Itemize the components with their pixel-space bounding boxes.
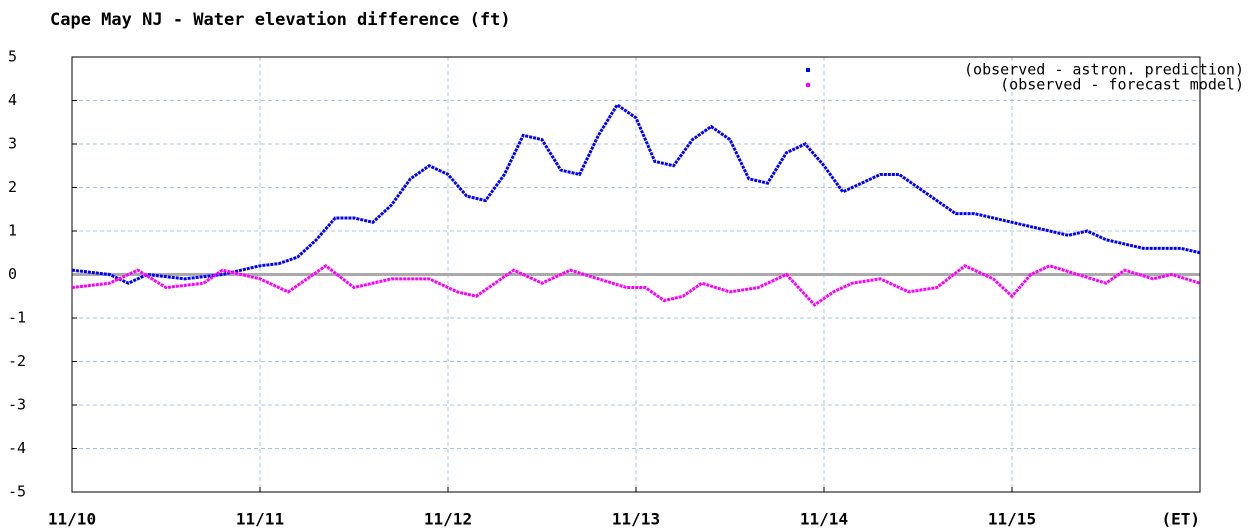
series-line — [71, 263, 1201, 307]
legend-swatch — [806, 68, 810, 72]
y-tick-label: -5 — [8, 483, 26, 501]
legend-label: (observed - astron. prediction) — [964, 61, 1244, 79]
y-tick-label: 1 — [8, 222, 17, 240]
y-tick-label: -4 — [8, 439, 26, 457]
y-tick-label: -1 — [8, 309, 26, 327]
plot-frame — [71, 56, 1201, 493]
chart-title: Cape May NJ - Water elevation difference… — [50, 10, 511, 30]
y-tick-label: -2 — [8, 352, 26, 370]
y-tick-label: 3 — [8, 135, 17, 153]
y-tick-label: 5 — [8, 48, 17, 66]
legend-label: (observed - forecast model) — [1000, 76, 1244, 94]
x-tick-label: 11/12 — [424, 510, 472, 529]
y-tick-label: 0 — [8, 265, 17, 283]
legend-swatch — [806, 83, 810, 87]
y-tick-label: 4 — [8, 91, 17, 109]
x-tick-label: 11/14 — [800, 510, 848, 529]
x-tick-label: 11/10 — [48, 510, 96, 529]
y-tick-label: 2 — [8, 178, 17, 196]
x-tick-label: 11/11 — [236, 510, 284, 529]
x-tick-label: 11/15 — [988, 510, 1036, 529]
x-tick-label: 11/13 — [612, 510, 660, 529]
x-tick-label: (ET) — [1161, 510, 1200, 529]
series-line — [71, 102, 1201, 285]
y-tick-label: -3 — [8, 396, 26, 414]
